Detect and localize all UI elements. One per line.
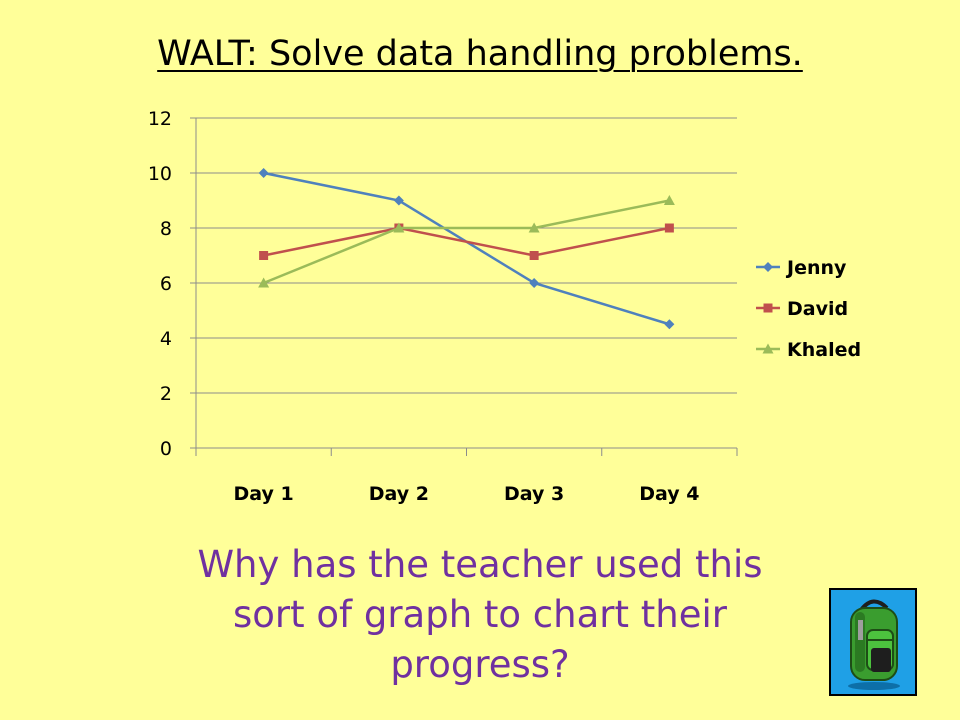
x-tick-label-1: Day 2 (369, 483, 429, 505)
data-point-khaled-2 (528, 222, 540, 233)
data-point-jenny-2 (529, 278, 540, 288)
data-point-david-0 (259, 251, 269, 260)
legend-label-jenny: Jenny (785, 257, 847, 279)
y-tick-label-10: 10 (148, 163, 172, 185)
question-text: Why has the teacher used this sort of gr… (130, 540, 830, 690)
data-point-khaled-3 (663, 195, 675, 205)
data-point-jenny-3 (664, 319, 675, 330)
y-tick-label-8: 8 (160, 218, 172, 240)
y-tick-label-4: 4 (160, 328, 172, 350)
line-chart: 0 2 4 6 8 10 12 Day 1 Day 2 Day 3 Day 4 Jenny David K… (148, 108, 861, 505)
data-point-david-2 (529, 251, 539, 260)
backpack-picture (829, 588, 917, 696)
y-tick-label-12: 12 (148, 108, 172, 130)
y-tick-label-6: 6 (160, 273, 172, 295)
slide-title-text: WALT: Solve data handling problems. (157, 34, 803, 74)
question-line-1: Why has the teacher used this (197, 543, 763, 586)
data-point-david-3 (664, 223, 674, 233)
data-point-jenny-1 (393, 195, 404, 206)
data-point-khaled-0 (258, 277, 270, 288)
series-line-khaled (263, 199, 670, 285)
x-tick-label-3: Day 4 (639, 483, 699, 505)
backpack-icon (848, 599, 900, 690)
legend-label-khaled: Khaled (787, 339, 861, 361)
data-point-jenny-0 (258, 168, 269, 178)
question-line-3: progress? (390, 643, 570, 686)
series-line-jenny (263, 171, 670, 326)
legend-marker-jenny (763, 262, 773, 272)
question-line-2: sort of graph to chart their (233, 593, 727, 636)
legend-label-david: David (787, 298, 848, 320)
x-tick-label-0: Day 1 (234, 483, 294, 505)
y-tick-label-2: 2 (160, 383, 172, 405)
legend-marker-david (763, 303, 773, 313)
data-point-khaled-1 (393, 222, 405, 233)
y-tick-label-0: 0 (160, 438, 172, 460)
legend-marker-khaled (762, 343, 774, 354)
slide-title: WALT: Solve data handling problems. (0, 34, 960, 74)
x-tick-label-2: Day 3 (504, 483, 564, 505)
series-line-david (263, 226, 670, 257)
